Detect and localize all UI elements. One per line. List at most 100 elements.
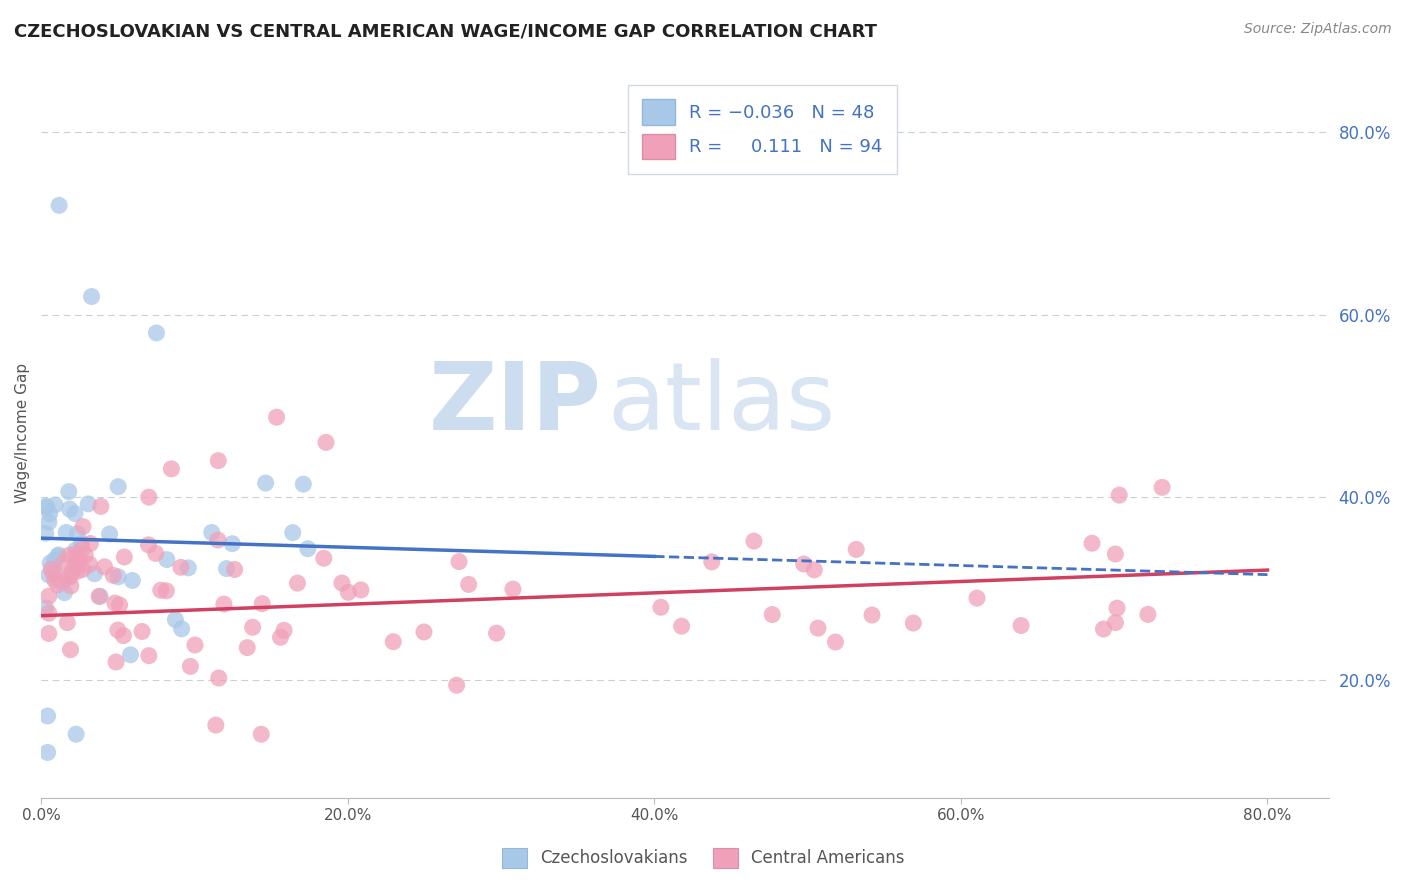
Point [138, 490, 160, 504]
Point [413, 624, 436, 639]
Point [37, 746, 59, 760]
Point [446, 678, 468, 692]
Point [207, 533, 229, 547]
Point [201, 525, 224, 540]
Point [59, 569, 82, 583]
Point [131, 624, 153, 639]
Point [38, 589, 60, 603]
Text: Source: ZipAtlas.com: Source: ZipAtlas.com [1244, 22, 1392, 37]
Point [52, 574, 75, 589]
Point [457, 577, 479, 591]
Text: atlas: atlas [607, 358, 837, 450]
Point [70, 541, 93, 556]
Point [121, 574, 143, 588]
Point [138, 538, 160, 552]
Point [160, 462, 183, 476]
Point [287, 576, 309, 591]
Point [44, 574, 66, 588]
Point [807, 621, 830, 635]
Point [269, 630, 291, 644]
Point [56, 570, 79, 584]
Point [312, 551, 335, 566]
Point [120, 648, 142, 662]
Point [156, 552, 179, 566]
Point [79, 558, 101, 572]
Point [179, 659, 201, 673]
Point [793, 557, 815, 571]
Point [1152, 480, 1174, 494]
Point [79, 536, 101, 550]
Point [254, 476, 277, 491]
Point [107, 623, 129, 637]
Point [75, 548, 97, 562]
Point [250, 727, 273, 741]
Point [105, 655, 128, 669]
Legend: Czechoslovakians, Central Americans: Czechoslovakians, Central Americans [495, 841, 911, 875]
Point [65, 556, 87, 570]
Point [98, 527, 121, 541]
Point [48, 198, 70, 212]
Point [297, 541, 319, 556]
Point [860, 607, 883, 622]
Point [170, 622, 193, 636]
Point [44, 553, 66, 567]
Point [177, 561, 200, 575]
Text: ZIP: ZIP [429, 358, 602, 450]
Point [38, 626, 60, 640]
Point [80, 289, 103, 303]
Point [58, 549, 80, 563]
Point [1081, 536, 1104, 550]
Point [59, 579, 82, 593]
Point [337, 585, 360, 599]
Point [281, 525, 304, 540]
Point [485, 626, 508, 640]
Point [63, 507, 86, 521]
Point [39, 562, 62, 576]
Point [65, 559, 87, 574]
Point [59, 642, 82, 657]
Point [184, 638, 207, 652]
Point [46, 549, 69, 564]
Point [242, 620, 264, 634]
Point [447, 555, 470, 569]
Point [273, 624, 295, 638]
Point [502, 582, 524, 596]
Point [207, 453, 229, 467]
Point [700, 555, 723, 569]
Point [55, 525, 77, 540]
Point [52, 556, 75, 570]
Point [221, 537, 243, 551]
Point [803, 563, 825, 577]
Point [65, 727, 87, 741]
Point [104, 596, 127, 610]
Point [315, 435, 337, 450]
Point [149, 583, 172, 598]
Point [38, 606, 60, 620]
Point [671, 619, 693, 633]
Point [742, 534, 765, 549]
Point [70, 536, 93, 550]
Point [66, 564, 89, 578]
Point [236, 640, 259, 655]
Point [35, 499, 58, 513]
Point [35, 526, 58, 541]
Point [48, 548, 70, 562]
Point [35, 500, 58, 515]
Point [44, 498, 66, 512]
Point [107, 480, 129, 494]
Point [112, 629, 135, 643]
Point [266, 410, 288, 425]
Point [330, 576, 353, 591]
Point [103, 568, 125, 582]
Point [35, 601, 58, 615]
Point [39, 556, 62, 570]
Point [93, 559, 115, 574]
Point [204, 718, 226, 732]
Point [138, 648, 160, 663]
Point [1104, 547, 1126, 561]
Legend: R = −0.036   N = 48, R =     0.111   N = 94: R = −0.036 N = 48, R = 0.111 N = 94 [627, 85, 897, 174]
Point [44, 560, 66, 574]
Point [145, 326, 167, 340]
Point [650, 600, 672, 615]
Point [108, 598, 131, 612]
